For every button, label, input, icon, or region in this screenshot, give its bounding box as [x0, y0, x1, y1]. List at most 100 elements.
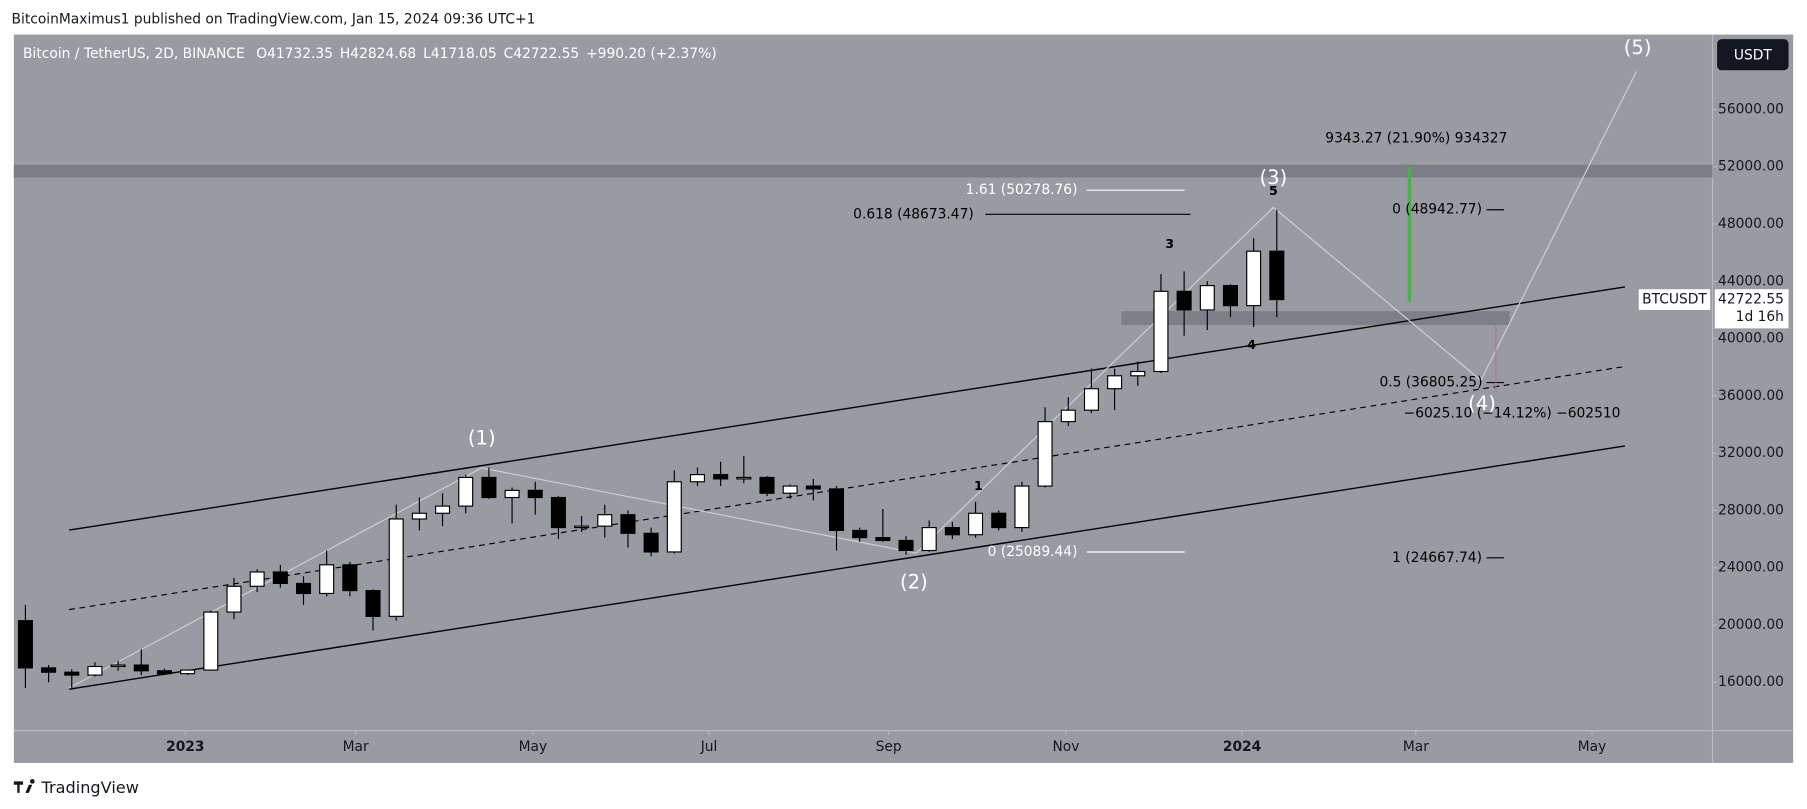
wave-path [68, 71, 1637, 689]
candle-body [388, 518, 404, 617]
x-tick-label: Sep [876, 739, 902, 755]
footer-brand: TradingView [40, 778, 138, 797]
candle-body [504, 489, 520, 499]
candle-body [1060, 409, 1076, 423]
wave-label: (4) [1468, 392, 1496, 415]
candle-body [458, 476, 474, 507]
ohlc-low: L41718.05 [423, 46, 497, 62]
candle-body [319, 564, 335, 595]
measure-label: −6025.10 (−14.12%) −602510 [1404, 406, 1621, 422]
candle-body [1083, 388, 1099, 411]
candle-body [342, 564, 358, 592]
candle-body [87, 665, 103, 676]
ohlc-change: +990.20 (+2.37%) [586, 46, 717, 62]
x-tick-label: Mar [343, 739, 369, 755]
y-tick-label: 44000.00 [1718, 273, 1784, 289]
candle-body [782, 485, 798, 494]
x-tick-label: 2023 [166, 739, 204, 755]
logo [13, 779, 35, 793]
y-tick-label: 20000.00 [1718, 617, 1784, 633]
candle-body [620, 514, 636, 534]
candle-body [64, 671, 80, 676]
y-tick-label: 56000.00 [1718, 101, 1784, 117]
candle-body [898, 539, 914, 552]
fib-label: 0.618 (48673.47) [853, 206, 974, 222]
fib-label: 1 (24667.74) [1392, 550, 1482, 566]
currency[interactable]: USDT [1734, 47, 1773, 63]
candle-body [1014, 485, 1030, 529]
y-tick-label: 36000.00 [1718, 388, 1784, 404]
currency-badge[interactable] [1717, 39, 1789, 71]
price-axis [1712, 34, 1794, 731]
publisher: BitcoinMaximus1 published on TradingView… [12, 12, 536, 28]
candle-body [365, 590, 381, 617]
support-zone [1121, 311, 1510, 325]
y-tick-label: 48000.00 [1718, 216, 1784, 232]
y-tick-label: 40000.00 [1718, 331, 1784, 347]
ohlc-open: O41732.35 [256, 46, 333, 62]
candle-body [272, 571, 288, 585]
candle-body [1107, 375, 1123, 390]
x-tick-label: Nov [1052, 739, 1079, 755]
candle-body [41, 667, 57, 673]
x-tick-label: May [519, 739, 548, 755]
symbol-label: BTCUSDT [1642, 292, 1707, 308]
candle-body [1222, 285, 1239, 307]
candle-body [944, 527, 960, 536]
wave-label: (3) [1260, 166, 1288, 189]
fib-label: 0 (48942.77) [1392, 202, 1482, 218]
ohlc-close: C42722.55 [504, 46, 580, 62]
candle-body [968, 512, 984, 536]
candle-body [1153, 290, 1169, 373]
measure-label: 9343.27 (21.90%) 934327 [1325, 130, 1507, 146]
subwave-label: 4 [1247, 337, 1256, 352]
x-tick-label: 2024 [1223, 739, 1261, 755]
fib-label: 0.5 (36805.25) [1379, 375, 1482, 391]
symbol: Bitcoin / TetherUS, 2D, BINANCE [23, 46, 245, 62]
candle-body [1269, 250, 1285, 301]
candle-body [1176, 290, 1192, 311]
channel-upper [69, 286, 1626, 531]
last-price: 42722.55 [1718, 292, 1784, 308]
wave-label: (2) [900, 571, 928, 594]
y-tick-label: 28000.00 [1718, 502, 1784, 518]
candle-body [643, 532, 659, 553]
channel-lower [69, 445, 1626, 690]
candle-body [828, 488, 845, 532]
candle-body [435, 505, 451, 514]
candle-body [203, 611, 219, 671]
y-tick-label: 32000.00 [1718, 445, 1784, 461]
subwave-label: 1 [974, 478, 983, 493]
candle-body [110, 664, 126, 668]
wave-label: (5) [1624, 36, 1652, 59]
candle-body [921, 527, 937, 552]
symbol-legend: Bitcoin / TetherUS, 2D, BINANCE O41732.35… [23, 46, 717, 62]
candle-body [17, 620, 33, 669]
y-tick-label: 24000.00 [1718, 560, 1784, 576]
candle-body [411, 512, 427, 520]
x-tick-label: Jul [700, 739, 718, 755]
candle-body [852, 529, 868, 539]
subwave-label: 3 [1165, 236, 1174, 251]
candle-body [295, 582, 312, 595]
candle-body [156, 670, 172, 675]
y-tick-label: 52000.00 [1718, 159, 1784, 175]
candle-body [133, 664, 149, 672]
candle-body [689, 474, 705, 483]
candle-body [1037, 421, 1053, 487]
time-axis [13, 730, 1794, 763]
wave-label: (1) [468, 427, 496, 450]
candle-body [1246, 250, 1262, 307]
candle-body [805, 485, 821, 490]
candle-body [759, 476, 775, 494]
subwave-label: 5 [1269, 183, 1278, 198]
symbol-badge [1638, 289, 1711, 310]
candle-body [597, 514, 613, 527]
candle-body [736, 476, 752, 480]
candle-body [180, 669, 196, 675]
price-badge [1714, 289, 1789, 329]
candle-body [1130, 370, 1146, 377]
candle-body [875, 537, 891, 542]
candle-body [226, 585, 242, 613]
